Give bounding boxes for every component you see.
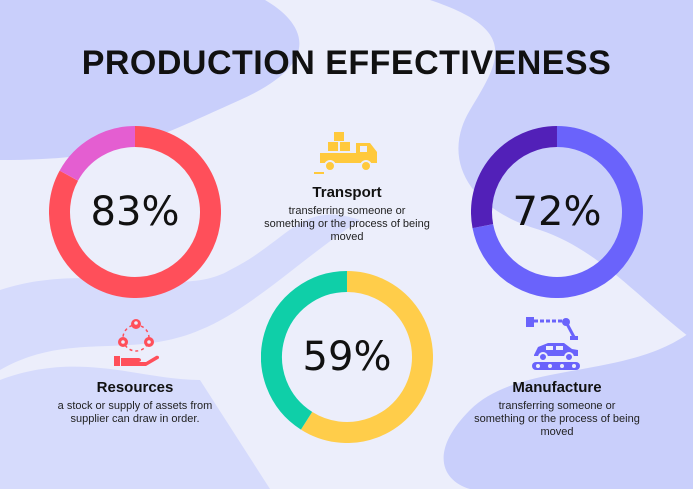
- donut-value-label: 83%: [91, 189, 180, 235]
- robot-arm-car-icon: [526, 317, 580, 370]
- donut-value-label: 72%: [513, 189, 602, 235]
- donut-slice-remainder: [471, 126, 558, 229]
- manufacture-heading: Manufacture: [512, 379, 602, 396]
- donut-value-label: 59%: [303, 334, 392, 380]
- donut-chart-resources: 83%: [49, 126, 221, 298]
- transport-heading: Transport: [312, 184, 382, 201]
- transport-description: transferring someone or something or the…: [264, 205, 430, 243]
- donut-chart-transport: 59%: [261, 271, 433, 443]
- donut-slice-remainder: [261, 271, 348, 430]
- manufacture-section: Manufacture transferring someone or some…: [472, 379, 642, 439]
- page-title: PRODUCTION EFFECTIVENESS: [81, 44, 612, 82]
- donut-slice-value: [300, 271, 433, 443]
- donut-slice-value: [49, 126, 221, 298]
- resources-heading: Resources: [96, 379, 174, 396]
- donut-slice-remainder: [59, 126, 136, 182]
- manufacture-description: transferring someone or something or the…: [474, 400, 640, 438]
- donut-chart-manufacture: 72%: [471, 126, 643, 298]
- resources-hand-icon: [114, 319, 160, 366]
- resources-section: Resources a stock or supply of assets fr…: [50, 379, 220, 426]
- resources-description: a stock or supply of assets from supplie…: [57, 400, 213, 425]
- donut-slice-value: [472, 126, 643, 298]
- transport-section: Transport transferring someone or someth…: [262, 184, 432, 244]
- delivery-truck-icon: [314, 132, 377, 174]
